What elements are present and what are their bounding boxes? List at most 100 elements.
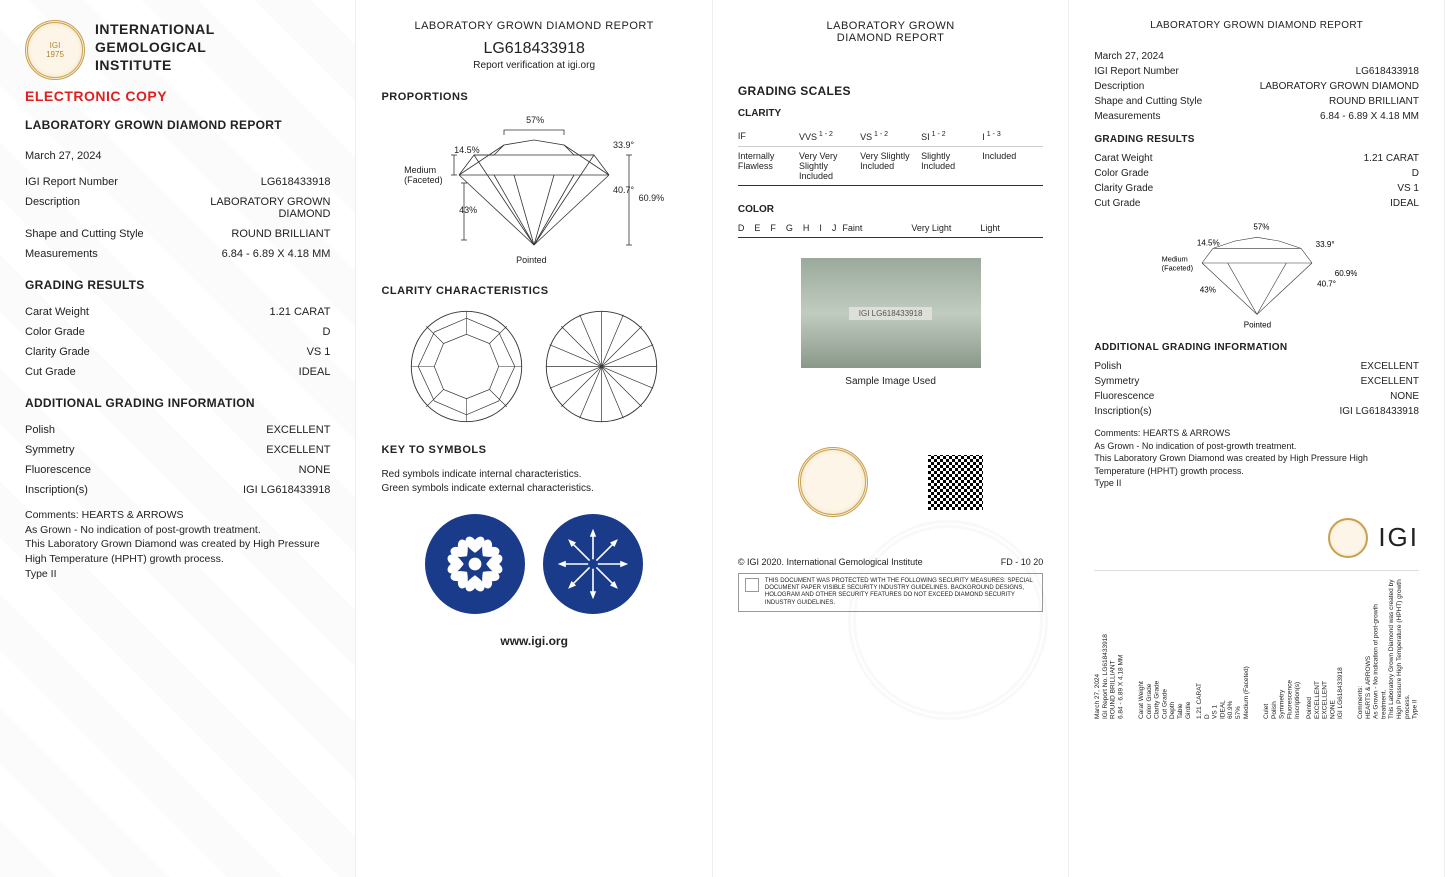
value: March 27, 2024 xyxy=(1094,51,1164,62)
p4-additional-head: ADDITIONAL GRADING INFORMATION xyxy=(1094,342,1419,353)
website-url: www.igi.org xyxy=(381,634,686,648)
label: Color Grade xyxy=(1094,168,1148,179)
label: Inscription(s) xyxy=(25,484,88,496)
value: D xyxy=(1412,168,1419,179)
p4-proportions-diagram: 57% 33.9° 40.7° 60.9% 14.5% 43% Medium (… xyxy=(1157,219,1357,332)
igi-seal-mid-icon xyxy=(798,447,868,517)
clarity-code: VVS 1 - 2 xyxy=(799,131,860,142)
value: LG618433918 xyxy=(1356,66,1419,77)
value: 1.21 CARAT xyxy=(1364,153,1419,164)
verification-text: Report verification at igi.org xyxy=(381,60,686,71)
label: Fluorescence xyxy=(25,464,91,476)
label: Description xyxy=(25,196,80,220)
panel-3-scales: LABORATORY GROWN DIAMOND REPORT GRADING … xyxy=(713,0,1069,877)
p4-clarity: Clarity Grade VS 1 xyxy=(1094,181,1419,196)
sideways-col: CuletPolishSymmetryFluorescenceInscripti… xyxy=(1263,579,1302,719)
label: Color Grade xyxy=(25,326,85,338)
report-date: March 27, 2024 xyxy=(25,150,330,162)
label: Symmetry xyxy=(1094,376,1139,387)
mini-ch: 14.5% xyxy=(1197,238,1220,247)
title: HEARTS & ARROWS xyxy=(1143,428,1230,438)
p4-symmetry: Symmetry EXCELLENT xyxy=(1094,374,1419,389)
panel-2-proportions: LABORATORY GROWN DIAMOND REPORT LG618433… xyxy=(356,0,712,877)
p4-date: March 27, 2024 xyxy=(1094,49,1419,64)
clarity-bottom-view-icon xyxy=(544,309,659,424)
electronic-copy-label: ELECTRONIC COPY xyxy=(25,88,330,104)
key-head: KEY TO SYMBOLS xyxy=(381,444,686,456)
sideways-col: PointedEXCELLENTEXCELLENTNONEIGI LG61843… xyxy=(1306,579,1345,719)
sideways-col: 1.21 CARATDVS 1IDEAL60.9%57%Medium (Face… xyxy=(1196,579,1251,719)
label: Polish xyxy=(25,424,55,436)
arrows-pattern-icon xyxy=(543,514,643,614)
p4-comments: Comments: HEARTS & ARROWS As Grown - No … xyxy=(1094,427,1419,490)
p4-inscription: Inscription(s) IGI LG618433918 xyxy=(1094,404,1419,419)
p4-cut: Cut GradeIDEAL xyxy=(1094,196,1419,211)
value: VS 1 xyxy=(1397,183,1419,194)
p4-carat: Carat Weight 1.21 CARAT xyxy=(1094,151,1419,166)
clarity-descs-row: Internally FlawlessVery Very Slightly In… xyxy=(738,147,1043,186)
value: 6.84 - 6.89 X 4.18 MM xyxy=(222,248,331,260)
clarity-code: I 1 - 3 xyxy=(982,131,1043,142)
label: Comments: xyxy=(1094,428,1140,438)
label: Cut Grade xyxy=(1094,198,1140,209)
clarity-desc: Very Very Slightly Included xyxy=(799,151,860,181)
p4-measurements: Measurements6.84 - 6.89 X 4.18 MM xyxy=(1094,109,1419,124)
label: Fluorescence xyxy=(1094,391,1154,402)
institute-title: INTERNATIONAL GEMOLOGICAL INSTITUTE xyxy=(95,20,215,75)
row-clarity: Clarity GradeVS 1 xyxy=(25,342,330,362)
report-title: LABORATORY GROWN DIAMOND REPORT xyxy=(25,118,330,132)
label: Shape and Cutting Style xyxy=(1094,96,1202,107)
body: As Grown - No indication of post-growth … xyxy=(1094,441,1368,489)
label: Clarity Grade xyxy=(25,346,90,358)
clarity-code: IF xyxy=(738,131,799,142)
hearts-pattern-icon xyxy=(425,514,525,614)
p4-description: DescriptionLABORATORY GROWN DIAMOND xyxy=(1094,79,1419,94)
label: Clarity Grade xyxy=(1094,183,1153,194)
crown-angle: 33.9° xyxy=(613,140,634,150)
sample-inscription-image: IGI LG618433918 xyxy=(801,258,981,368)
inscription-text: IGI LG618433918 xyxy=(849,307,933,320)
value: IDEAL xyxy=(299,366,331,378)
clarity-scale-table: IFVVS 1 - 2VS 1 - 2SI 1 - 2I 1 - 3 Inter… xyxy=(738,127,1043,186)
row-inscription: Inscription(s)IGI LG618433918 xyxy=(25,480,330,500)
igi-seal-icon: IGI1975 xyxy=(25,20,85,80)
label: Carat Weight xyxy=(1094,153,1152,164)
label: Inscription(s) xyxy=(1094,406,1151,417)
mini-pav: 40.7° xyxy=(1317,279,1336,288)
mini-depth: 60.9% xyxy=(1334,269,1356,278)
mini-pd: 43% xyxy=(1199,285,1215,294)
comments-body: As Grown - No indication of post-growth … xyxy=(25,524,320,580)
color-letter: D xyxy=(738,223,745,233)
label: Carat Weight xyxy=(25,306,89,318)
value: IGI LG618433918 xyxy=(1339,406,1419,417)
key-text-green: Green symbols indicate external characte… xyxy=(381,482,686,496)
value: D xyxy=(322,326,330,338)
clarity-diagrams xyxy=(381,309,686,424)
label: Measurements xyxy=(25,248,98,260)
header-logo-row: IGI1975 INTERNATIONAL GEMOLOGICAL INSTIT… xyxy=(25,20,330,80)
crown-height: 14.5% xyxy=(454,145,480,155)
clarity-codes-row: IFVVS 1 - 2VS 1 - 2SI 1 - 2I 1 - 3 xyxy=(738,127,1043,147)
label: Measurements xyxy=(1094,111,1160,122)
color-scale-head: COLOR xyxy=(738,204,1043,215)
panel-1-main-report: IGI1975 INTERNATIONAL GEMOLOGICAL INSTIT… xyxy=(0,0,356,877)
value: 1.21 CARAT xyxy=(270,306,331,318)
grading-scales-head: GRADING SCALES xyxy=(738,84,1043,98)
label: IGI Report Number xyxy=(1094,66,1178,77)
row-cut: Cut GradeIDEAL xyxy=(25,362,330,382)
inst-line3: INSTITUTE xyxy=(95,56,215,74)
key-text-red: Red symbols indicate internal characteri… xyxy=(381,468,686,482)
value: EXCELLENT xyxy=(1361,376,1419,387)
p4-fluorescence: FluorescenceNONE xyxy=(1094,389,1419,404)
mini-crown: 33.9° xyxy=(1315,240,1334,249)
igi-footer-logo: IGI xyxy=(1094,518,1419,558)
value: LABORATORY GROWN DIAMOND xyxy=(1260,81,1419,92)
comments-block: Comments: HEARTS & ARROWS As Grown - No … xyxy=(25,508,330,581)
copyright-row: © IGI 2020. International Gemological In… xyxy=(738,537,1043,567)
mini-table: 57% xyxy=(1253,222,1269,231)
p4-shape: Shape and Cutting StyleROUND BRILLIANT xyxy=(1094,94,1419,109)
color-scale-row: DEFGHIJ Faint Very Light Light xyxy=(738,219,1043,238)
document-icon xyxy=(745,578,759,592)
disclaimer-text: THIS DOCUMENT WAS PROTECTED WITH THE FOL… xyxy=(765,578,1036,607)
color-letters: DEFGHIJ xyxy=(738,223,837,233)
